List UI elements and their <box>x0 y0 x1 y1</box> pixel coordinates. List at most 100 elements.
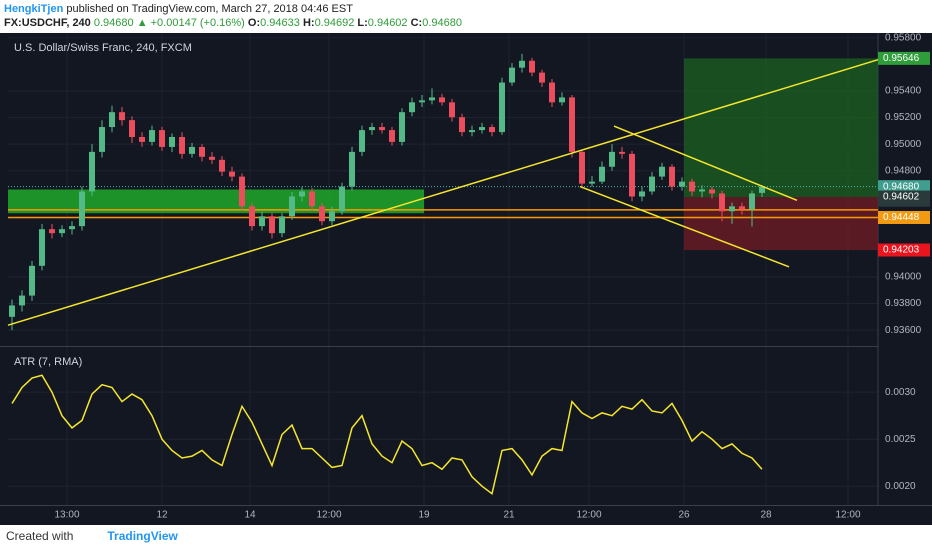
candle-body <box>179 137 185 154</box>
candle-body <box>649 176 655 192</box>
candle-body <box>259 216 265 227</box>
l: 0.94602 <box>367 17 408 29</box>
x-tick-label: 13:00 <box>54 510 79 521</box>
y-tick-label: 0.95200 <box>885 112 922 123</box>
candle-body <box>499 82 505 133</box>
candle-body <box>709 189 715 194</box>
price-tag-label: 0.95646 <box>883 53 920 64</box>
candle-body <box>89 151 95 192</box>
candle-body <box>399 112 405 142</box>
candle-body <box>319 206 325 222</box>
y-tick-label: 0.0030 <box>885 387 916 398</box>
y-tick-label: 0.93800 <box>885 298 922 309</box>
candle-body <box>719 193 725 212</box>
position-loss <box>684 197 878 251</box>
y-tick-label: 0.95000 <box>885 139 922 150</box>
candle-body <box>29 265 35 296</box>
trendline <box>579 185 790 268</box>
candle-body <box>379 127 385 131</box>
last: 0.94680 <box>93 17 134 29</box>
price-tag-label: 0.94680 <box>883 181 920 192</box>
price-tag <box>878 190 930 204</box>
candle-body <box>289 196 295 217</box>
candle-body <box>79 191 85 227</box>
author[interactable]: HengkiTjen <box>4 3 64 15</box>
candle-body <box>409 102 415 113</box>
candle-body <box>469 130 475 133</box>
brand[interactable]: TradingView <box>107 529 178 543</box>
chart: 13:00 12 14 12:00 19 21 12:00 26 28 12:00 0.95800 0… <box>0 33 932 525</box>
candle-body <box>579 151 585 184</box>
candle-body <box>439 97 445 103</box>
x-tick-label: 12:00 <box>576 510 601 521</box>
candle-body <box>569 97 575 152</box>
candle-body <box>429 97 435 101</box>
candle-body <box>689 181 695 192</box>
candle-body <box>619 151 625 154</box>
candle-body <box>309 191 315 207</box>
candle-body <box>209 156 215 160</box>
candle-body <box>479 127 485 131</box>
candle-body <box>129 120 135 137</box>
candle-body <box>269 216 275 234</box>
price-tag <box>878 210 930 224</box>
candle-body <box>759 186 765 193</box>
candle-body <box>369 127 375 131</box>
candle-body <box>699 189 705 192</box>
position-profit <box>684 58 878 198</box>
chart-title: U.S. Dollar/Swiss Franc, 240, FXCM <box>14 42 192 54</box>
l-label: L: <box>357 17 368 29</box>
header: HengkiTjen published on TradingView.com,… <box>4 2 462 30</box>
candle-body <box>669 166 675 187</box>
candle-body <box>739 206 745 210</box>
price-tag <box>878 180 930 194</box>
candle-body <box>599 166 605 182</box>
candle-body <box>529 60 535 73</box>
candle-body <box>299 191 305 197</box>
candle-body <box>39 229 45 266</box>
o-label: O: <box>247 17 261 29</box>
x-tick-label: 26 <box>678 510 690 521</box>
price-tag <box>878 51 930 65</box>
candle-body <box>19 295 25 306</box>
candle-body <box>449 102 455 118</box>
candle-body <box>219 159 225 172</box>
x-tick-label: 12:00 <box>316 510 341 521</box>
created: Created with <box>6 529 74 543</box>
y-tick-label: 0.0025 <box>885 434 916 445</box>
candle-body <box>119 112 125 121</box>
y-tick-label: 0.95800 <box>885 33 922 44</box>
candle-body <box>69 226 75 230</box>
x-tick-label: 19 <box>418 510 430 521</box>
candle-body <box>339 186 345 212</box>
o: 0.94633 <box>260 17 300 29</box>
price-tag <box>878 243 930 257</box>
candle-body <box>159 130 165 147</box>
price-tag-label: 0.94448 <box>883 212 920 223</box>
symbol: FX:USDCHF, 240 <box>4 17 91 29</box>
x-tick-label: 12 <box>156 510 168 521</box>
x-tick-label: 28 <box>760 510 772 521</box>
candle-body <box>609 151 615 167</box>
trendline <box>613 125 798 202</box>
candle-body <box>349 151 355 187</box>
change: ▲ +0.00147 (+0.16%) <box>136 17 245 29</box>
candle-body <box>149 130 155 142</box>
indicator-title: ATR (7, RMA) <box>14 356 82 368</box>
x-tick-label: 14 <box>244 510 256 521</box>
candle-body <box>459 117 465 133</box>
y-tick-label: 0.93600 <box>885 325 922 336</box>
candle-body <box>729 206 735 212</box>
candle-body <box>519 60 525 68</box>
trendline <box>7 58 879 326</box>
x-tick-label: 21 <box>503 510 515 521</box>
candle-body <box>629 153 635 197</box>
candle-body <box>559 97 565 103</box>
candle-body <box>9 305 15 317</box>
footer: Created with TradingView <box>6 529 178 543</box>
candle-body <box>139 137 145 142</box>
candle-body <box>679 181 685 187</box>
candle-body <box>419 100 425 103</box>
candle-body <box>329 211 335 222</box>
c: 0.94680 <box>422 17 462 29</box>
